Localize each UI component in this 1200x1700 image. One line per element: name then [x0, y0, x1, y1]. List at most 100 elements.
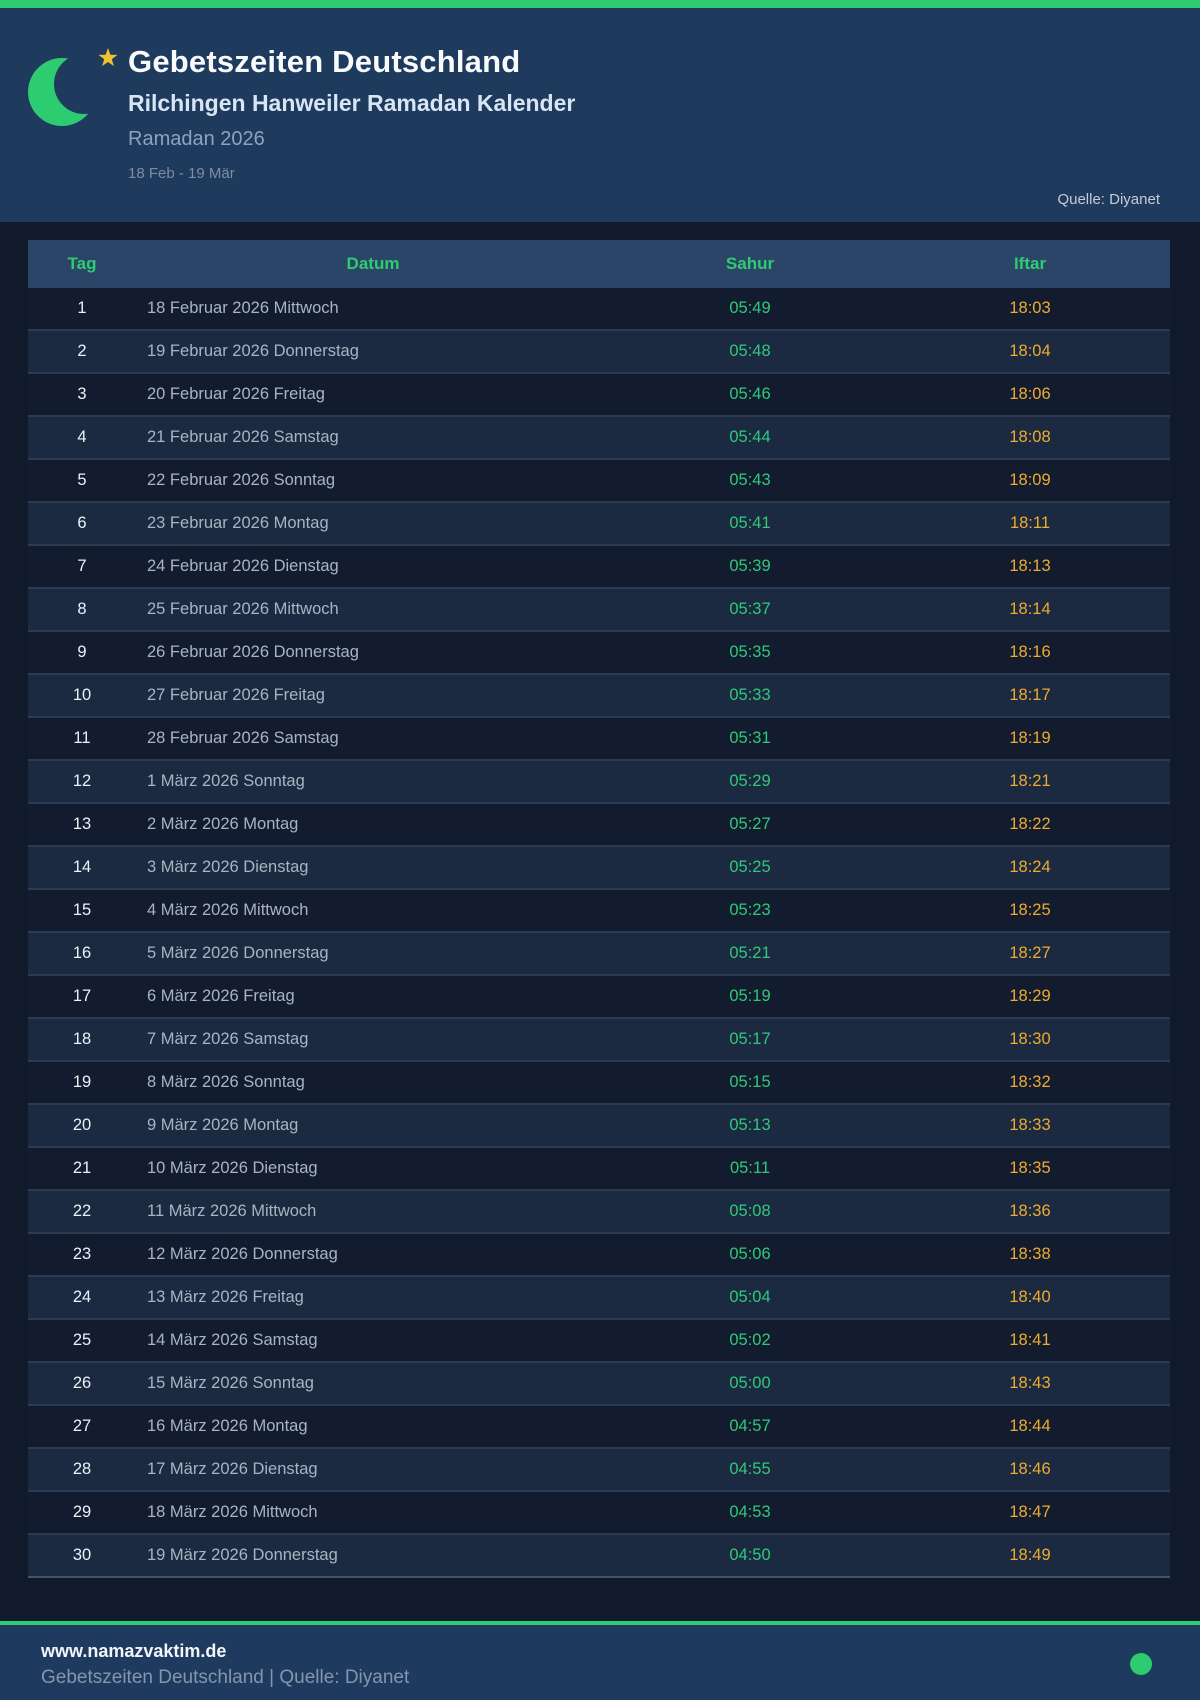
iftar-time-cell: 18:16 — [890, 630, 1170, 674]
table-row: 18 7 März 2026 Samstag 05:17 18:30 — [28, 1017, 1170, 1061]
iftar-time-cell: 18:41 — [890, 1318, 1170, 1362]
iftar-time-cell: 18:46 — [890, 1447, 1170, 1491]
table-row: 21 10 März 2026 Dienstag 05:11 18:35 — [28, 1146, 1170, 1190]
sahur-time-cell: 05:02 — [610, 1318, 890, 1362]
table-row: 6 23 Februar 2026 Montag 05:41 18:11 — [28, 501, 1170, 545]
prayer-times-table-container: Tag Datum Sahur Iftar 1 18 Februar 2026 M… — [28, 240, 1172, 1578]
table-row: 20 9 März 2026 Montag 05:13 18:33 — [28, 1103, 1170, 1147]
day-cell: 30 — [28, 1533, 136, 1578]
table-row: 25 14 März 2026 Samstag 05:02 18:41 — [28, 1318, 1170, 1362]
day-cell: 22 — [28, 1189, 136, 1233]
table-row: 27 16 März 2026 Montag 04:57 18:44 — [28, 1404, 1170, 1448]
iftar-time-cell: 18:49 — [890, 1533, 1170, 1578]
table-row: 2 19 Februar 2026 Donnerstag 05:48 18:04 — [28, 329, 1170, 373]
table-row: 28 17 März 2026 Dienstag 04:55 18:46 — [28, 1447, 1170, 1491]
iftar-time-cell: 18:13 — [890, 544, 1170, 588]
iftar-time-cell: 18:21 — [890, 759, 1170, 803]
date-range-label: 18 Feb - 19 Mär — [128, 165, 235, 182]
date-cell: 22 Februar 2026 Sonntag — [136, 458, 610, 502]
day-cell: 2 — [28, 329, 136, 373]
table-row: 26 15 März 2026 Sonntag 05:00 18:43 — [28, 1361, 1170, 1405]
sahur-time-cell: 05:15 — [610, 1060, 890, 1104]
page-footer: www.namazvaktim.de Gebetszeiten Deutschl… — [0, 1625, 1200, 1700]
sahur-time-cell: 05:29 — [610, 759, 890, 803]
date-cell: 25 Februar 2026 Mittwoch — [136, 587, 610, 631]
sahur-time-cell: 05:04 — [610, 1275, 890, 1319]
date-cell: 19 Februar 2026 Donnerstag — [136, 329, 610, 373]
iftar-time-cell: 18:19 — [890, 716, 1170, 760]
sahur-time-cell: 05:17 — [610, 1017, 890, 1061]
page-title: Gebetszeiten Deutschland — [128, 44, 521, 79]
date-cell: 28 Februar 2026 Samstag — [136, 716, 610, 760]
iftar-time-cell: 18:36 — [890, 1189, 1170, 1233]
day-cell: 4 — [28, 415, 136, 459]
sahur-time-cell: 05:31 — [610, 716, 890, 760]
date-cell: 19 März 2026 Donnerstag — [136, 1533, 610, 1578]
top-accent-bar — [0, 0, 1200, 8]
table-row: 14 3 März 2026 Dienstag 05:25 18:24 — [28, 845, 1170, 889]
day-cell: 19 — [28, 1060, 136, 1104]
day-cell: 7 — [28, 544, 136, 588]
sahur-time-cell: 05:33 — [610, 673, 890, 717]
date-cell: 12 März 2026 Donnerstag — [136, 1232, 610, 1276]
website-url: www.namazvaktim.de — [41, 1641, 227, 1661]
day-cell: 16 — [28, 931, 136, 975]
iftar-time-cell: 18:38 — [890, 1232, 1170, 1276]
sahur-time-cell: 05:19 — [610, 974, 890, 1018]
table-row: 1 18 Februar 2026 Mittwoch 05:49 18:03 — [28, 288, 1170, 330]
iftar-time-cell: 18:43 — [890, 1361, 1170, 1405]
date-cell: 23 Februar 2026 Montag — [136, 501, 610, 545]
table-row: 17 6 März 2026 Freitag 05:19 18:29 — [28, 974, 1170, 1018]
table-header-row: Tag Datum Sahur Iftar — [28, 240, 1170, 288]
table-row: 19 8 März 2026 Sonntag 05:15 18:32 — [28, 1060, 1170, 1104]
crescent-moon-and-star-icon — [20, 40, 128, 145]
footer-tagline: Gebetszeiten Deutschland | Quelle: Diyan… — [41, 1667, 410, 1688]
table-row: 4 21 Februar 2026 Samstag 05:44 18:08 — [28, 415, 1170, 459]
footer-accent-bar — [0, 1621, 1200, 1625]
green-status-dot — [1130, 1653, 1152, 1675]
column-header-iftar: Iftar — [890, 240, 1170, 288]
date-cell: 21 Februar 2026 Samstag — [136, 415, 610, 459]
table-row: 10 27 Februar 2026 Freitag 05:33 18:17 — [28, 673, 1170, 717]
day-cell: 24 — [28, 1275, 136, 1319]
iftar-time-cell: 18:29 — [890, 974, 1170, 1018]
day-cell: 15 — [28, 888, 136, 932]
table-row: 13 2 März 2026 Montag 05:27 18:22 — [28, 802, 1170, 846]
date-cell: 26 Februar 2026 Donnerstag — [136, 630, 610, 674]
sahur-time-cell: 05:35 — [610, 630, 890, 674]
table-row: 23 12 März 2026 Donnerstag 05:06 18:38 — [28, 1232, 1170, 1276]
iftar-time-cell: 18:27 — [890, 931, 1170, 975]
table-row: 16 5 März 2026 Donnerstag 05:21 18:27 — [28, 931, 1170, 975]
date-cell: 10 März 2026 Dienstag — [136, 1146, 610, 1190]
table-row: 24 13 März 2026 Freitag 05:04 18:40 — [28, 1275, 1170, 1319]
day-cell: 27 — [28, 1404, 136, 1448]
iftar-time-cell: 18:22 — [890, 802, 1170, 846]
sahur-time-cell: 05:08 — [610, 1189, 890, 1233]
day-cell: 21 — [28, 1146, 136, 1190]
sahur-time-cell: 05:06 — [610, 1232, 890, 1276]
sahur-time-cell: 05:46 — [610, 372, 890, 416]
iftar-time-cell: 18:24 — [890, 845, 1170, 889]
date-cell: 18 März 2026 Mittwoch — [136, 1490, 610, 1534]
table-row: 3 20 Februar 2026 Freitag 05:46 18:06 — [28, 372, 1170, 416]
date-cell: 1 März 2026 Sonntag — [136, 759, 610, 803]
day-cell: 11 — [28, 716, 136, 760]
day-cell: 18 — [28, 1017, 136, 1061]
iftar-time-cell: 18:44 — [890, 1404, 1170, 1448]
date-cell: 16 März 2026 Montag — [136, 1404, 610, 1448]
sahur-time-cell: 05:48 — [610, 329, 890, 373]
date-cell: 20 Februar 2026 Freitag — [136, 372, 610, 416]
sahur-time-cell: 05:00 — [610, 1361, 890, 1405]
day-cell: 28 — [28, 1447, 136, 1491]
day-cell: 13 — [28, 802, 136, 846]
table-row: 8 25 Februar 2026 Mittwoch 05:37 18:14 — [28, 587, 1170, 631]
day-cell: 29 — [28, 1490, 136, 1534]
table-row: 30 19 März 2026 Donnerstag 04:50 18:49 — [28, 1533, 1170, 1578]
day-cell: 1 — [77, 299, 87, 317]
sahur-time-cell: 05:11 — [610, 1146, 890, 1190]
table-row: 11 28 Februar 2026 Samstag 05:31 18:19 — [28, 716, 1170, 760]
iftar-time-cell: 18:17 — [890, 673, 1170, 717]
table-row: 5 22 Februar 2026 Sonntag 05:43 18:09 — [28, 458, 1170, 502]
sahur-time-cell: 04:53 — [610, 1490, 890, 1534]
sahur-time-cell: 05:25 — [610, 845, 890, 889]
